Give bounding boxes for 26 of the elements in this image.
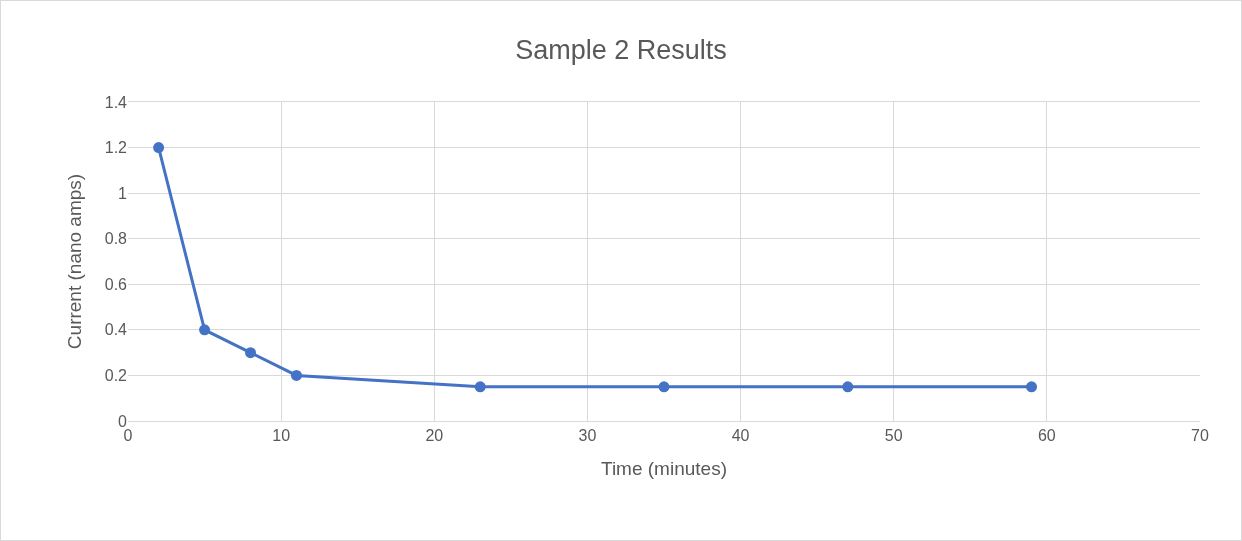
point: [658, 381, 670, 393]
y-axis-title: Current (nano amps): [63, 173, 85, 350]
x-tick-label: 10: [272, 427, 291, 445]
x-tick-label: 70: [1191, 427, 1209, 445]
x-tick-label: 60: [1037, 427, 1056, 445]
y-tick-label: 1: [118, 184, 128, 202]
point: [474, 381, 486, 393]
point: [153, 142, 165, 154]
x-tick-label: 20: [425, 427, 444, 445]
point: [1026, 381, 1038, 393]
y-tick-label: 0.2: [104, 367, 128, 385]
y-tick-label: 0.4: [104, 321, 128, 339]
x-tick-label: 30: [578, 427, 597, 445]
x-tick-label: 50: [884, 427, 903, 445]
chart-title: Sample 2 Results: [515, 34, 727, 65]
y-tick-label: 1.4: [104, 93, 128, 111]
point: [290, 369, 302, 381]
y-tick-label: 1.2: [104, 139, 128, 157]
y-tick-label: 0: [118, 412, 128, 430]
point: [245, 347, 257, 359]
y-tick-label: 0.6: [104, 275, 128, 293]
x-axis-title: Time (minutes): [601, 458, 727, 479]
point: [199, 324, 211, 336]
y-tick-label: 0.8: [104, 230, 128, 248]
point: [842, 381, 854, 393]
x-tick-label: 40: [731, 427, 750, 445]
